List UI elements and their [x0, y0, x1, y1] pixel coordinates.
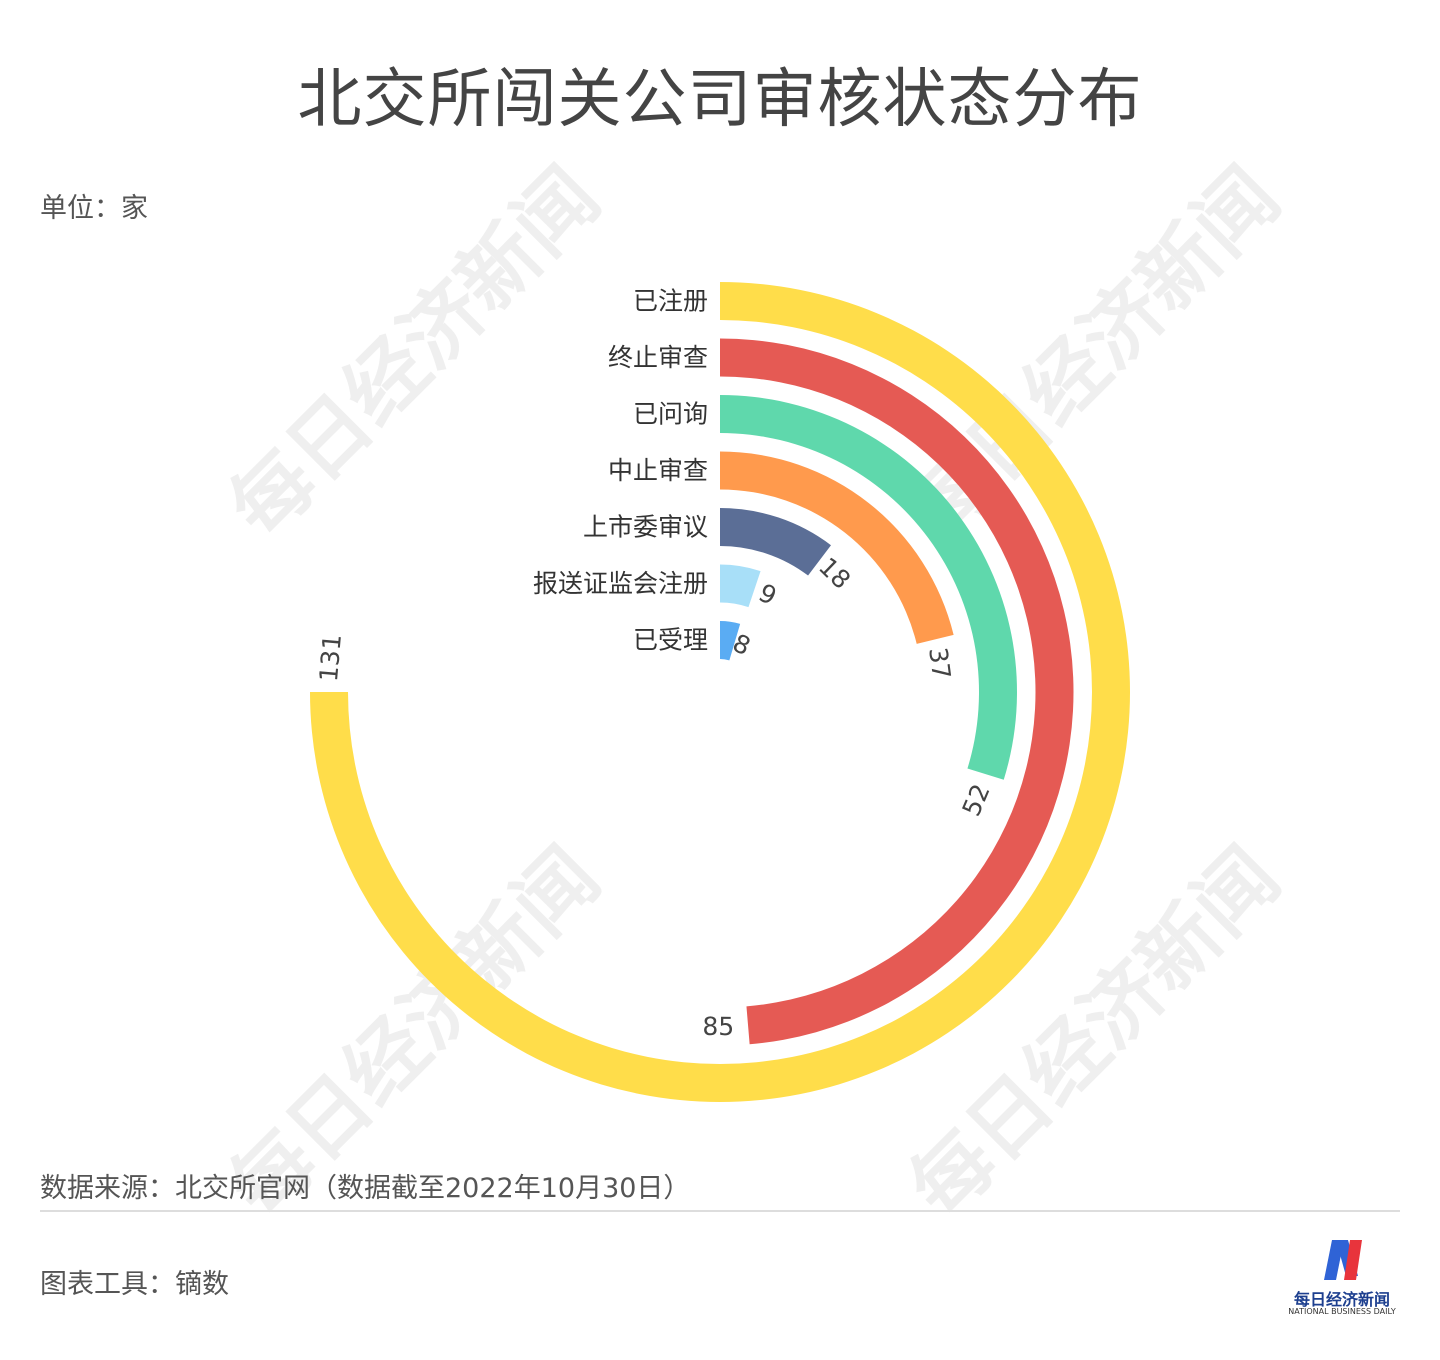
page-title: 北交所闯关公司审核状态分布 — [297, 63, 1143, 137]
source-note: 数据来源：北交所官网（数据截至2022年10月30日） — [40, 1173, 691, 1204]
bar-arc — [720, 395, 1017, 780]
divider — [40, 1210, 1400, 1212]
bar-arc — [720, 338, 1074, 1045]
tool-note: 图表工具：镝数 — [40, 1269, 229, 1300]
logo-icon — [1324, 1240, 1362, 1280]
category-label: 中止审查 — [608, 456, 708, 485]
category-label: 已问询 — [633, 400, 708, 429]
logo-text: 每日经济新闻 — [1293, 1290, 1390, 1309]
category-label: 报送证监会注册 — [533, 569, 708, 598]
value-label: 85 — [702, 1012, 734, 1041]
category-label: 上市委审议 — [583, 513, 708, 542]
brand-logo: 每日经济新闻 NATIONAL BUSINESS DAILY — [1280, 1236, 1404, 1320]
bar-arc — [720, 621, 741, 661]
category-label: 已受理 — [633, 626, 708, 655]
bar-arc — [720, 451, 954, 644]
bar-arc — [720, 508, 831, 576]
unit-label: 单位：家 — [40, 193, 148, 224]
logo-subtitle: NATIONAL BUSINESS DAILY — [1288, 1307, 1396, 1316]
value-label: 131 — [314, 633, 347, 683]
category-label: 终止审查 — [608, 343, 708, 372]
value-label: 9 — [754, 578, 781, 611]
value-label: 37 — [923, 646, 956, 681]
value-label: 52 — [957, 780, 996, 821]
category-label: 已注册 — [633, 287, 708, 316]
bar-arc — [720, 564, 761, 608]
